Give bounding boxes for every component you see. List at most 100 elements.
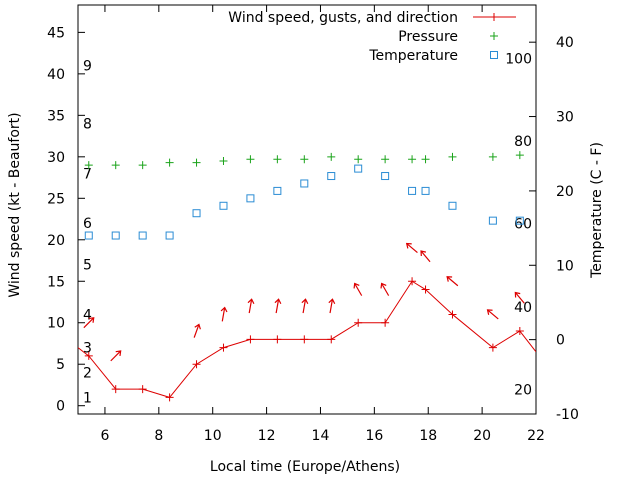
temperature-point bbox=[84, 231, 93, 240]
pressure-point bbox=[381, 155, 390, 164]
x-tick-label: 18 bbox=[419, 428, 437, 444]
beaufort-label: 2 bbox=[83, 366, 92, 382]
temperature-point bbox=[192, 209, 201, 218]
legend-label: Temperature bbox=[368, 48, 458, 64]
wind-direction-arrow bbox=[514, 291, 525, 304]
y-axis-label: Wind speed (kt - Beaufort) bbox=[7, 112, 23, 297]
wind-direction-arrow bbox=[301, 298, 309, 314]
legend-marker bbox=[490, 32, 498, 40]
x-tick-label: 14 bbox=[312, 428, 330, 444]
pressure-point bbox=[219, 156, 228, 165]
y2-tick-label: 10 bbox=[556, 258, 574, 274]
temperature-point bbox=[488, 216, 497, 225]
temperature-point bbox=[421, 186, 430, 195]
x-tick-label: 12 bbox=[258, 428, 276, 444]
legend: Wind speed, gusts, and direction Pressure… bbox=[228, 10, 516, 64]
fahrenheit-label: 80 bbox=[514, 134, 532, 150]
wind-speed-point bbox=[300, 335, 309, 344]
pressure-point bbox=[327, 152, 336, 161]
wind-direction-arrow bbox=[247, 298, 255, 314]
y-tick-label: 40 bbox=[47, 67, 65, 83]
pressure-point bbox=[111, 161, 120, 170]
temperature-point bbox=[300, 179, 309, 188]
wind-speed-point bbox=[448, 310, 457, 319]
temperature-point bbox=[448, 201, 457, 210]
wind-direction-arrow bbox=[274, 298, 282, 314]
beaufort-label: 9 bbox=[83, 59, 92, 75]
wind-direction-arrow bbox=[405, 242, 418, 254]
wind-speed-point bbox=[192, 360, 201, 369]
wind-direction-arrow bbox=[110, 350, 122, 362]
temperature-point bbox=[381, 172, 390, 181]
fahrenheit-label: 100 bbox=[505, 52, 532, 68]
beaufort-label: 6 bbox=[83, 216, 92, 232]
legend-label: Pressure bbox=[398, 29, 458, 45]
beaufort-label: 4 bbox=[83, 307, 92, 323]
pressure-point bbox=[192, 158, 201, 167]
x-tick-label: 20 bbox=[473, 428, 491, 444]
y-tick-label: 30 bbox=[47, 150, 65, 166]
temperature-point bbox=[219, 201, 228, 210]
beaufort-label: 7 bbox=[83, 166, 92, 182]
y2-axis-label: Temperature (C - F) bbox=[589, 142, 605, 279]
pressure-point bbox=[273, 155, 282, 164]
beaufort-label: 5 bbox=[83, 258, 92, 274]
pressure-point bbox=[84, 161, 93, 170]
wind-direction-arrow bbox=[83, 317, 95, 329]
y-tick-label: 20 bbox=[47, 233, 65, 249]
pressure-point bbox=[246, 155, 255, 164]
temperature-point bbox=[246, 194, 255, 203]
wind-direction-arrow bbox=[353, 282, 363, 296]
y2-tick-label: 0 bbox=[556, 333, 565, 349]
wind-speed-point bbox=[246, 335, 255, 344]
temperature-point bbox=[138, 231, 147, 240]
pressure-point bbox=[300, 155, 309, 164]
wind-speed-point bbox=[165, 393, 174, 402]
legend-marker bbox=[490, 51, 498, 59]
wind-speed-point bbox=[327, 335, 336, 344]
wind-speed-point bbox=[488, 343, 497, 352]
y-tick-label: 45 bbox=[47, 25, 65, 41]
wind-speed-point bbox=[354, 318, 363, 327]
beaufort-label: 8 bbox=[83, 117, 92, 133]
wind-speed-point bbox=[111, 385, 120, 394]
wind-direction-arrow bbox=[420, 250, 431, 263]
pressure-point bbox=[138, 161, 147, 170]
wind-speed-point bbox=[138, 385, 147, 394]
wind-direction-arrow bbox=[328, 298, 336, 314]
temperature-point bbox=[273, 186, 282, 195]
legend-marker bbox=[490, 13, 498, 21]
temperature-point bbox=[165, 231, 174, 240]
wind-speed-point bbox=[381, 318, 390, 327]
y-tick-label: 35 bbox=[47, 108, 65, 124]
pressure-point bbox=[408, 155, 417, 164]
y2-tick-label: 30 bbox=[556, 110, 574, 126]
y-tick-label: 5 bbox=[56, 357, 65, 373]
y2-tick-label: 20 bbox=[556, 184, 574, 200]
x-tick-label: 22 bbox=[527, 428, 545, 444]
pressure-point bbox=[488, 152, 497, 161]
x-tick-label: 8 bbox=[154, 428, 163, 444]
pressure-point bbox=[165, 158, 174, 167]
x-tick-label: 10 bbox=[204, 428, 222, 444]
wind-direction-arrow bbox=[220, 306, 228, 322]
x-axis-label: Local time (Europe/Athens) bbox=[210, 459, 400, 475]
plot-area bbox=[78, 151, 536, 402]
fahrenheit-label: 40 bbox=[514, 300, 532, 316]
pressure-point bbox=[421, 155, 430, 164]
fahrenheit-label: 20 bbox=[514, 382, 532, 398]
temperature-point bbox=[408, 186, 417, 195]
wind-direction-arrow bbox=[380, 282, 390, 296]
plot-frame bbox=[77, 4, 537, 415]
beaufort-label: 3 bbox=[83, 341, 92, 357]
wind-direction-arrow bbox=[193, 323, 201, 338]
axes: 6 8 10 12 14 16 18 20 22051015202530354045-10010… bbox=[47, 4, 579, 444]
temperature-point bbox=[327, 172, 336, 181]
wind-speed-point bbox=[84, 351, 93, 360]
beaufort-label: 1 bbox=[83, 390, 92, 406]
y2-tick-label: -10 bbox=[556, 407, 579, 423]
y-tick-label: 10 bbox=[47, 316, 65, 332]
pressure-point bbox=[354, 155, 363, 164]
wind-speed-point bbox=[408, 277, 417, 286]
